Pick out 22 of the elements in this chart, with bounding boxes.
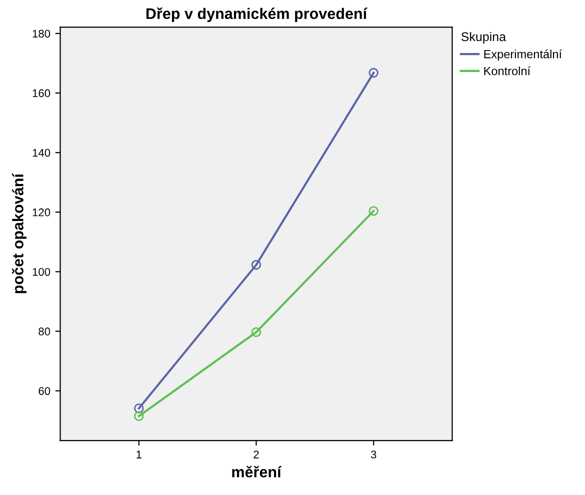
x-tick-label: 1: [136, 450, 142, 458]
legend-label: Experimentální: [484, 50, 562, 61]
legend-label: Kontrolní: [484, 66, 530, 76]
point: [368, 206, 378, 216]
point: [134, 404, 144, 414]
point: [368, 68, 378, 78]
y-axis-title: počet opakování: [12, 173, 26, 294]
legend-title: Skupina: [461, 32, 506, 44]
y-tick-label: 100: [32, 268, 50, 276]
y-tick-label: 60: [38, 387, 50, 395]
x-tick-label: 2: [254, 450, 259, 458]
chart-title: Dřep v dynamickém provedení: [146, 7, 368, 22]
x-tick-label: 3: [370, 450, 376, 458]
point: [251, 260, 262, 270]
x-axis-title: měření: [232, 466, 282, 478]
point: [251, 327, 262, 338]
y-tick-label: 140: [32, 148, 50, 157]
y-tick-label: 120: [32, 208, 50, 216]
y-tick-label: 80: [38, 328, 50, 336]
point: [134, 411, 144, 421]
y-tick-label: 160: [32, 89, 50, 98]
y-tick-label: 180: [32, 30, 50, 38]
